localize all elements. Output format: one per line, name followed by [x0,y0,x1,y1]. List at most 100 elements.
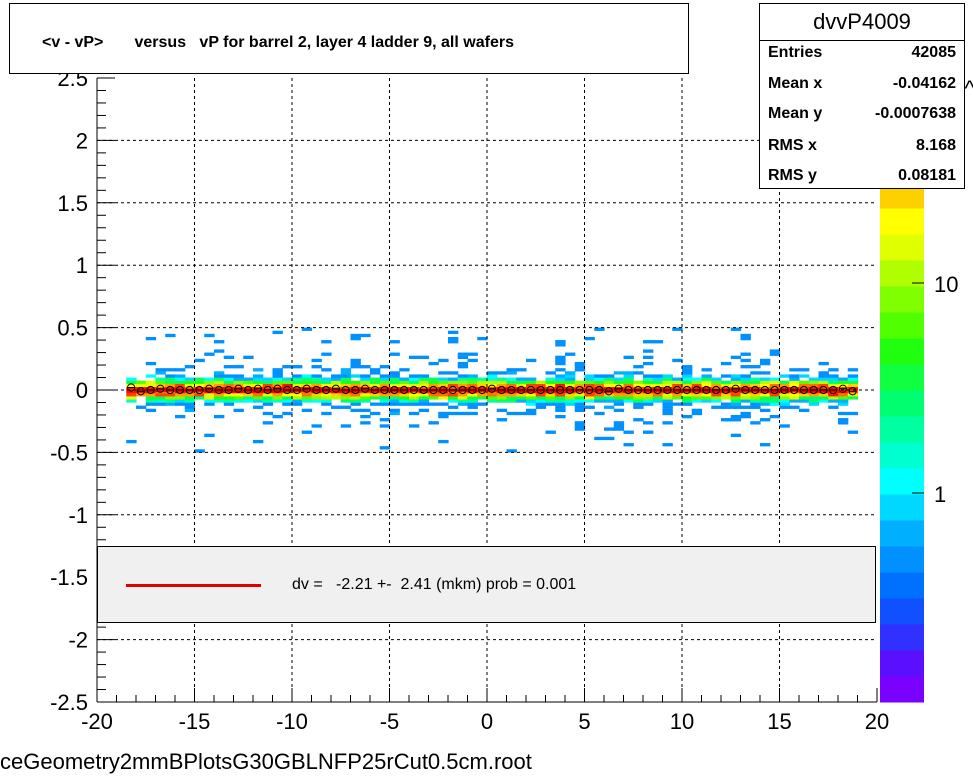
heatmap-cell [740,336,751,341]
heatmap-cell [136,386,147,391]
heatmap-cell [370,396,381,400]
heatmap-cell [760,380,771,384]
heatmap-cell [145,361,157,366]
heatmap-cell [779,393,790,397]
heatmap-cell [262,421,274,425]
heatmap-cell [262,402,274,406]
heatmap-cell [799,408,810,413]
profile-point [283,385,292,395]
profile-point [409,385,418,395]
heatmap-cell [740,352,751,356]
heatmap-cell [311,396,322,400]
heatmap-cell [721,383,732,388]
stats-label: Mean x [768,75,823,92]
heatmap-cell [838,421,849,425]
heatmap-cell [399,393,410,397]
heatmap-cell [711,386,722,391]
profile-point [439,385,448,395]
heatmap-cell [253,380,264,384]
heatmap-cell [838,393,849,397]
heatmap-cell [847,380,859,384]
heatmap-cell [555,405,566,409]
heatmap-cell [506,386,517,391]
stats-label: Mean y [768,105,823,122]
heatmap-cell [740,386,751,391]
heatmap-cell [448,380,459,384]
heatmap-cell [399,368,410,372]
heatmap-cell [496,393,508,397]
profile-point [838,384,847,393]
heatmap-cell [409,396,420,400]
heatmap-cell [643,374,654,378]
stats-label: Entries [768,44,823,61]
heatmap-cell [818,396,829,400]
profile-point [526,385,535,395]
colorbar-step [880,624,924,651]
heatmap-cell [613,399,625,403]
heatmap-cell [321,383,332,388]
heatmap-cell [682,374,693,378]
heatmap-cell [292,393,303,397]
heatmap-cell [448,411,459,416]
heatmap-cell [789,393,800,397]
heatmap-cell [769,380,781,384]
heatmap-cell [701,374,712,378]
heatmap-cell [467,380,478,384]
heatmap-cell [740,399,751,403]
heatmap-cell [565,393,576,397]
heatmap-cell [545,402,556,406]
heatmap-cell [204,393,215,397]
heatmap-cell [740,411,751,416]
heatmap-cell [613,371,625,375]
profile-point [331,384,340,393]
heatmap-cell [467,396,478,400]
heatmap-cell [799,368,810,372]
heatmap-cell [487,374,498,378]
heatmap-cell [477,393,488,397]
profile-point [663,385,672,395]
heatmap-cell [584,383,595,388]
profile-point [809,385,818,395]
heatmap-cell [321,402,332,406]
heatmap-cell [526,358,537,363]
heatmap-cell [506,399,517,403]
heatmap-cell [409,399,420,403]
heatmap-cell [126,390,137,394]
heatmap-cell [701,386,712,391]
heatmap-cell [516,383,527,388]
heatmap-cell [311,393,322,397]
stats-value: -0.04162 [892,75,956,92]
heatmap-cell [389,377,400,381]
heatmap-cell [496,399,508,403]
heatmap-cell [438,396,449,400]
heatmap-cell [311,358,322,363]
heatmap-cell [311,380,322,384]
profile-point [400,385,409,395]
heatmap-cell [662,386,673,391]
heatmap-cell [292,380,303,384]
heatmap-cell [847,386,859,391]
heatmap-cell [750,371,761,375]
heatmap-cell [847,377,859,381]
heatmap-cell [516,399,527,403]
heatmap-cell [145,408,157,413]
heatmap-cell [457,365,469,369]
heatmap-cell [409,424,420,428]
heatmap-cell [477,336,488,341]
stats-label: RMS x [768,137,817,154]
heatmap-cell [331,393,342,397]
heatmap-cell [389,386,400,391]
heatmap-cell [155,368,166,372]
colorbar-label: 10 [934,272,958,297]
heatmap-cell [282,402,293,406]
heatmap-cell [662,396,673,400]
heatmap-cell [516,393,527,397]
heatmap-cell [448,405,459,409]
heatmap-cell [243,399,254,403]
heatmap-cell [633,371,644,375]
heatmap-cell [214,374,225,378]
heatmap-cell [487,380,498,384]
heatmap-cell [526,399,537,403]
heatmap-cell [818,399,829,403]
heatmap-cell [360,396,371,400]
